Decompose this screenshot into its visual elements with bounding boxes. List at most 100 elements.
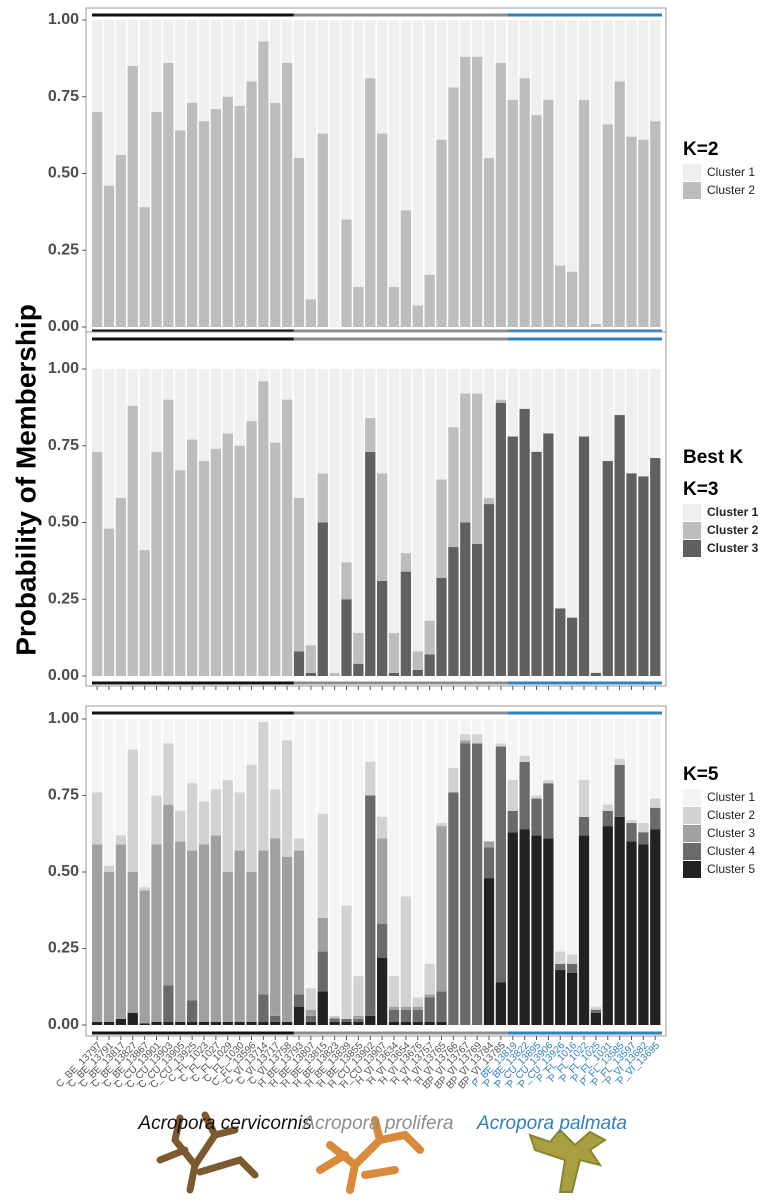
bar-segment [317, 917, 328, 952]
bar-background [139, 719, 150, 1025]
bar-segment [543, 783, 554, 839]
bar-segment [483, 841, 495, 848]
bar-segment [246, 81, 257, 328]
bar-segment [187, 1000, 198, 1022]
bar-segment [305, 1021, 317, 1025]
bar-segment [365, 761, 376, 796]
bar-segment [472, 543, 483, 676]
bar-segment [590, 1012, 602, 1025]
bar-segment [341, 599, 352, 676]
bar-segment [139, 890, 150, 1024]
legend-label: Cluster 4 [707, 844, 755, 858]
bar-segment [270, 1015, 281, 1022]
bar-segment [341, 1018, 352, 1022]
bar-segment [103, 1021, 115, 1025]
bar-segment [293, 1006, 305, 1025]
bar-background [353, 719, 364, 1025]
bar-segment [543, 433, 554, 676]
y-tick-label: 0.75 [48, 437, 79, 454]
bar-segment [258, 381, 269, 676]
bar-segment [365, 1015, 376, 1025]
bar-segment [472, 743, 483, 1025]
legend-title: K=3 [683, 479, 718, 500]
bar-background [412, 369, 423, 676]
bar-segment [365, 795, 376, 1016]
bar-background [329, 719, 340, 1025]
bar-segment [460, 743, 471, 1025]
bar-segment [329, 1018, 340, 1022]
bar-segment [388, 1006, 400, 1010]
bar-segment [626, 819, 637, 824]
bar-segment [222, 433, 233, 676]
bar-segment [543, 99, 554, 327]
bar-segment [246, 764, 257, 872]
y-tick-label: 0.75 [48, 787, 79, 804]
bar-segment [400, 896, 412, 1007]
bar-segment [293, 497, 305, 652]
bar-segment [436, 577, 447, 676]
bar-segment [531, 798, 542, 836]
bar-segment [614, 764, 625, 817]
bar-segment [448, 87, 459, 327]
y-tick-label: 1.00 [48, 360, 79, 377]
bar-segment [258, 41, 269, 328]
bar-segment [590, 323, 602, 327]
y-axis-label: Probability of Membership [10, 304, 41, 656]
bar-segment [614, 816, 625, 1025]
bar-segment [258, 994, 269, 1022]
bar-background [305, 369, 317, 676]
bar-segment [258, 1021, 269, 1025]
bar-segment [483, 504, 495, 676]
bar-segment [163, 1021, 174, 1025]
bar-segment [400, 210, 412, 327]
bar-segment [151, 451, 162, 676]
legend-title: K=5 [683, 764, 719, 785]
bar-segment [187, 1021, 198, 1025]
bar-segment [222, 780, 233, 872]
bar-segment [543, 780, 554, 784]
bar-segment [198, 461, 210, 676]
bar-segment [175, 1021, 186, 1025]
bar-segment [377, 957, 388, 1025]
bar-segment [353, 1021, 364, 1025]
bar-segment [317, 522, 328, 676]
bar-segment [187, 102, 198, 327]
bar-segment [448, 792, 459, 1025]
bar-segment [127, 872, 138, 1013]
bar-segment [626, 136, 637, 327]
bar-segment [388, 287, 400, 327]
bar-segment [495, 399, 507, 403]
bar-segment [602, 826, 613, 1025]
bar-segment [151, 112, 162, 327]
bar-background [388, 20, 400, 327]
bar-segment [472, 393, 483, 544]
bar-segment [519, 829, 530, 1025]
bar-segment [353, 1015, 364, 1019]
bar-background [305, 20, 317, 327]
bar-segment [103, 872, 115, 1022]
species-name: Acropora prolifera [301, 1113, 453, 1134]
bar-segment [436, 479, 447, 578]
bar-segment [329, 1017, 340, 1019]
bar-segment [412, 669, 423, 676]
y-tick-label: 0.25 [48, 940, 79, 957]
bar-segment [460, 56, 471, 328]
legend-title: K=2 [683, 139, 718, 160]
bar-segment [270, 1021, 281, 1025]
y-tick-label: 0.00 [48, 1016, 79, 1033]
bar-segment [578, 835, 590, 1025]
bar-segment [329, 1015, 340, 1018]
bar-background [305, 719, 317, 1025]
bar-segment [365, 78, 376, 327]
bar-segment [317, 991, 328, 1025]
bar-segment [151, 795, 162, 845]
bar-segment [555, 969, 566, 1025]
bar-background [353, 20, 364, 327]
bar-segment [163, 399, 174, 676]
bar-segment [329, 1021, 340, 1025]
bar-segment [377, 580, 388, 676]
legend-label: Cluster 1 [707, 165, 755, 179]
bar-segment [650, 121, 661, 327]
bar-segment [246, 1021, 257, 1025]
legend-label: Cluster 2 [707, 523, 759, 537]
